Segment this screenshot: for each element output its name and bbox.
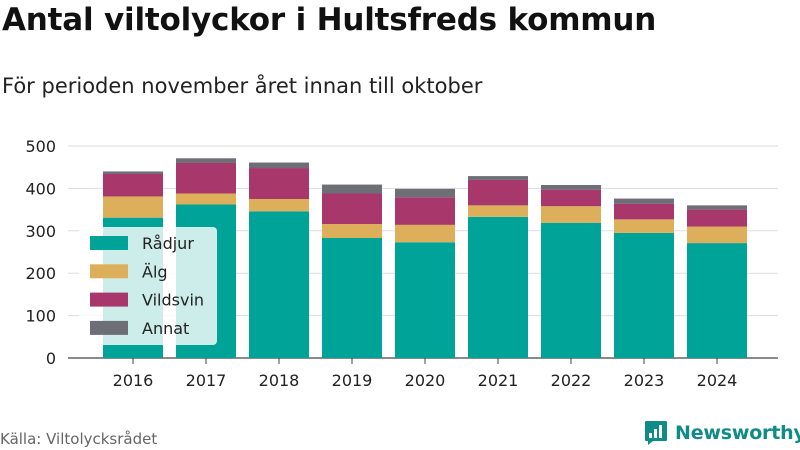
- x-tick-label: 2018: [259, 371, 300, 390]
- newsworthy-logo-icon: [645, 421, 667, 445]
- bar-segment-älg: [395, 224, 455, 243]
- bar-segment-rådjur: [322, 238, 382, 358]
- y-tick-label: 100: [25, 307, 56, 326]
- bar-segment-rådjur: [249, 211, 309, 358]
- bar-segment-annat: [614, 198, 674, 204]
- chart-title: Antal viltolyckor i Hultsfreds kommun: [2, 2, 657, 38]
- legend-label: Annat: [142, 319, 189, 338]
- bar-segment-vildsvin: [176, 162, 236, 194]
- bar-segment-älg: [103, 196, 163, 218]
- y-tick-label: 200: [25, 264, 56, 283]
- bar-segment-rådjur: [687, 243, 747, 358]
- x-tick-label: 2017: [186, 371, 227, 390]
- bar-segment-vildsvin: [395, 197, 455, 225]
- bar-segment-vildsvin: [468, 179, 528, 206]
- legend-swatch: [90, 264, 128, 279]
- bar-segment-älg: [322, 224, 382, 239]
- bar-segment-vildsvin: [614, 203, 674, 220]
- axis: 0 100 200 300 400 500 2016 2017 2018 2019 2020 2021…: [25, 137, 737, 390]
- x-tick-label: 2016: [113, 371, 154, 390]
- legend-label: Vildsvin: [142, 291, 204, 310]
- bar-segment-rådjur: [614, 232, 674, 358]
- x-tick-label: 2019: [332, 371, 373, 390]
- bar-segment-annat: [103, 171, 163, 174]
- bar-segment-älg: [614, 219, 674, 233]
- bar-segment-älg: [468, 205, 528, 217]
- legend-swatch: [90, 236, 128, 250]
- bar-segment-rådjur: [395, 242, 455, 358]
- x-tick-label: 2024: [697, 371, 738, 390]
- legend-swatch: [90, 292, 128, 307]
- bar-segment-älg: [176, 193, 236, 205]
- bar-segment-vildsvin: [687, 209, 747, 227]
- chart-subtitle: För perioden november året innan till ok…: [2, 74, 483, 98]
- bar-segment-rådjur: [468, 216, 528, 358]
- bar-segment-vildsvin: [103, 173, 163, 197]
- brand-name: Newsworthy: [675, 422, 800, 444]
- legend: Rådjur Älg Vildsvin Annat: [79, 227, 217, 345]
- y-tick-label: 300: [25, 222, 56, 241]
- x-tick-label: 2021: [478, 371, 519, 390]
- y-tick-label: 0: [46, 349, 56, 368]
- legend-swatch: [90, 320, 128, 335]
- bar-segment-annat: [176, 158, 236, 163]
- brand: Newsworthy: [644, 420, 800, 446]
- bar-segment-älg: [249, 199, 309, 212]
- bar-segment-vildsvin: [541, 189, 601, 207]
- y-tick-label: 400: [25, 179, 56, 198]
- bar-segment-rådjur: [541, 222, 601, 358]
- legend-background: [79, 227, 217, 345]
- bar-segment-vildsvin: [249, 168, 309, 199]
- x-tick-label: 2023: [624, 371, 665, 390]
- bar-segment-älg: [687, 226, 747, 244]
- bar-segment-annat: [395, 188, 455, 198]
- bar-segment-annat: [541, 185, 601, 190]
- bar-segment-annat: [249, 162, 309, 169]
- bar-segment-annat: [687, 205, 747, 210]
- x-tick-label: 2022: [551, 371, 592, 390]
- legend-label: Älg: [142, 262, 168, 281]
- bar-segment-vildsvin: [322, 193, 382, 225]
- bar-segment-älg: [541, 206, 601, 223]
- legend-label: Rådjur: [142, 234, 194, 253]
- bar-segment-annat: [468, 176, 528, 180]
- bar-segment-annat: [322, 184, 382, 194]
- x-tick-label: 2020: [405, 371, 446, 390]
- y-tick-label: 500: [25, 137, 56, 156]
- source-note: Källa: Viltolycksrådet: [0, 430, 158, 448]
